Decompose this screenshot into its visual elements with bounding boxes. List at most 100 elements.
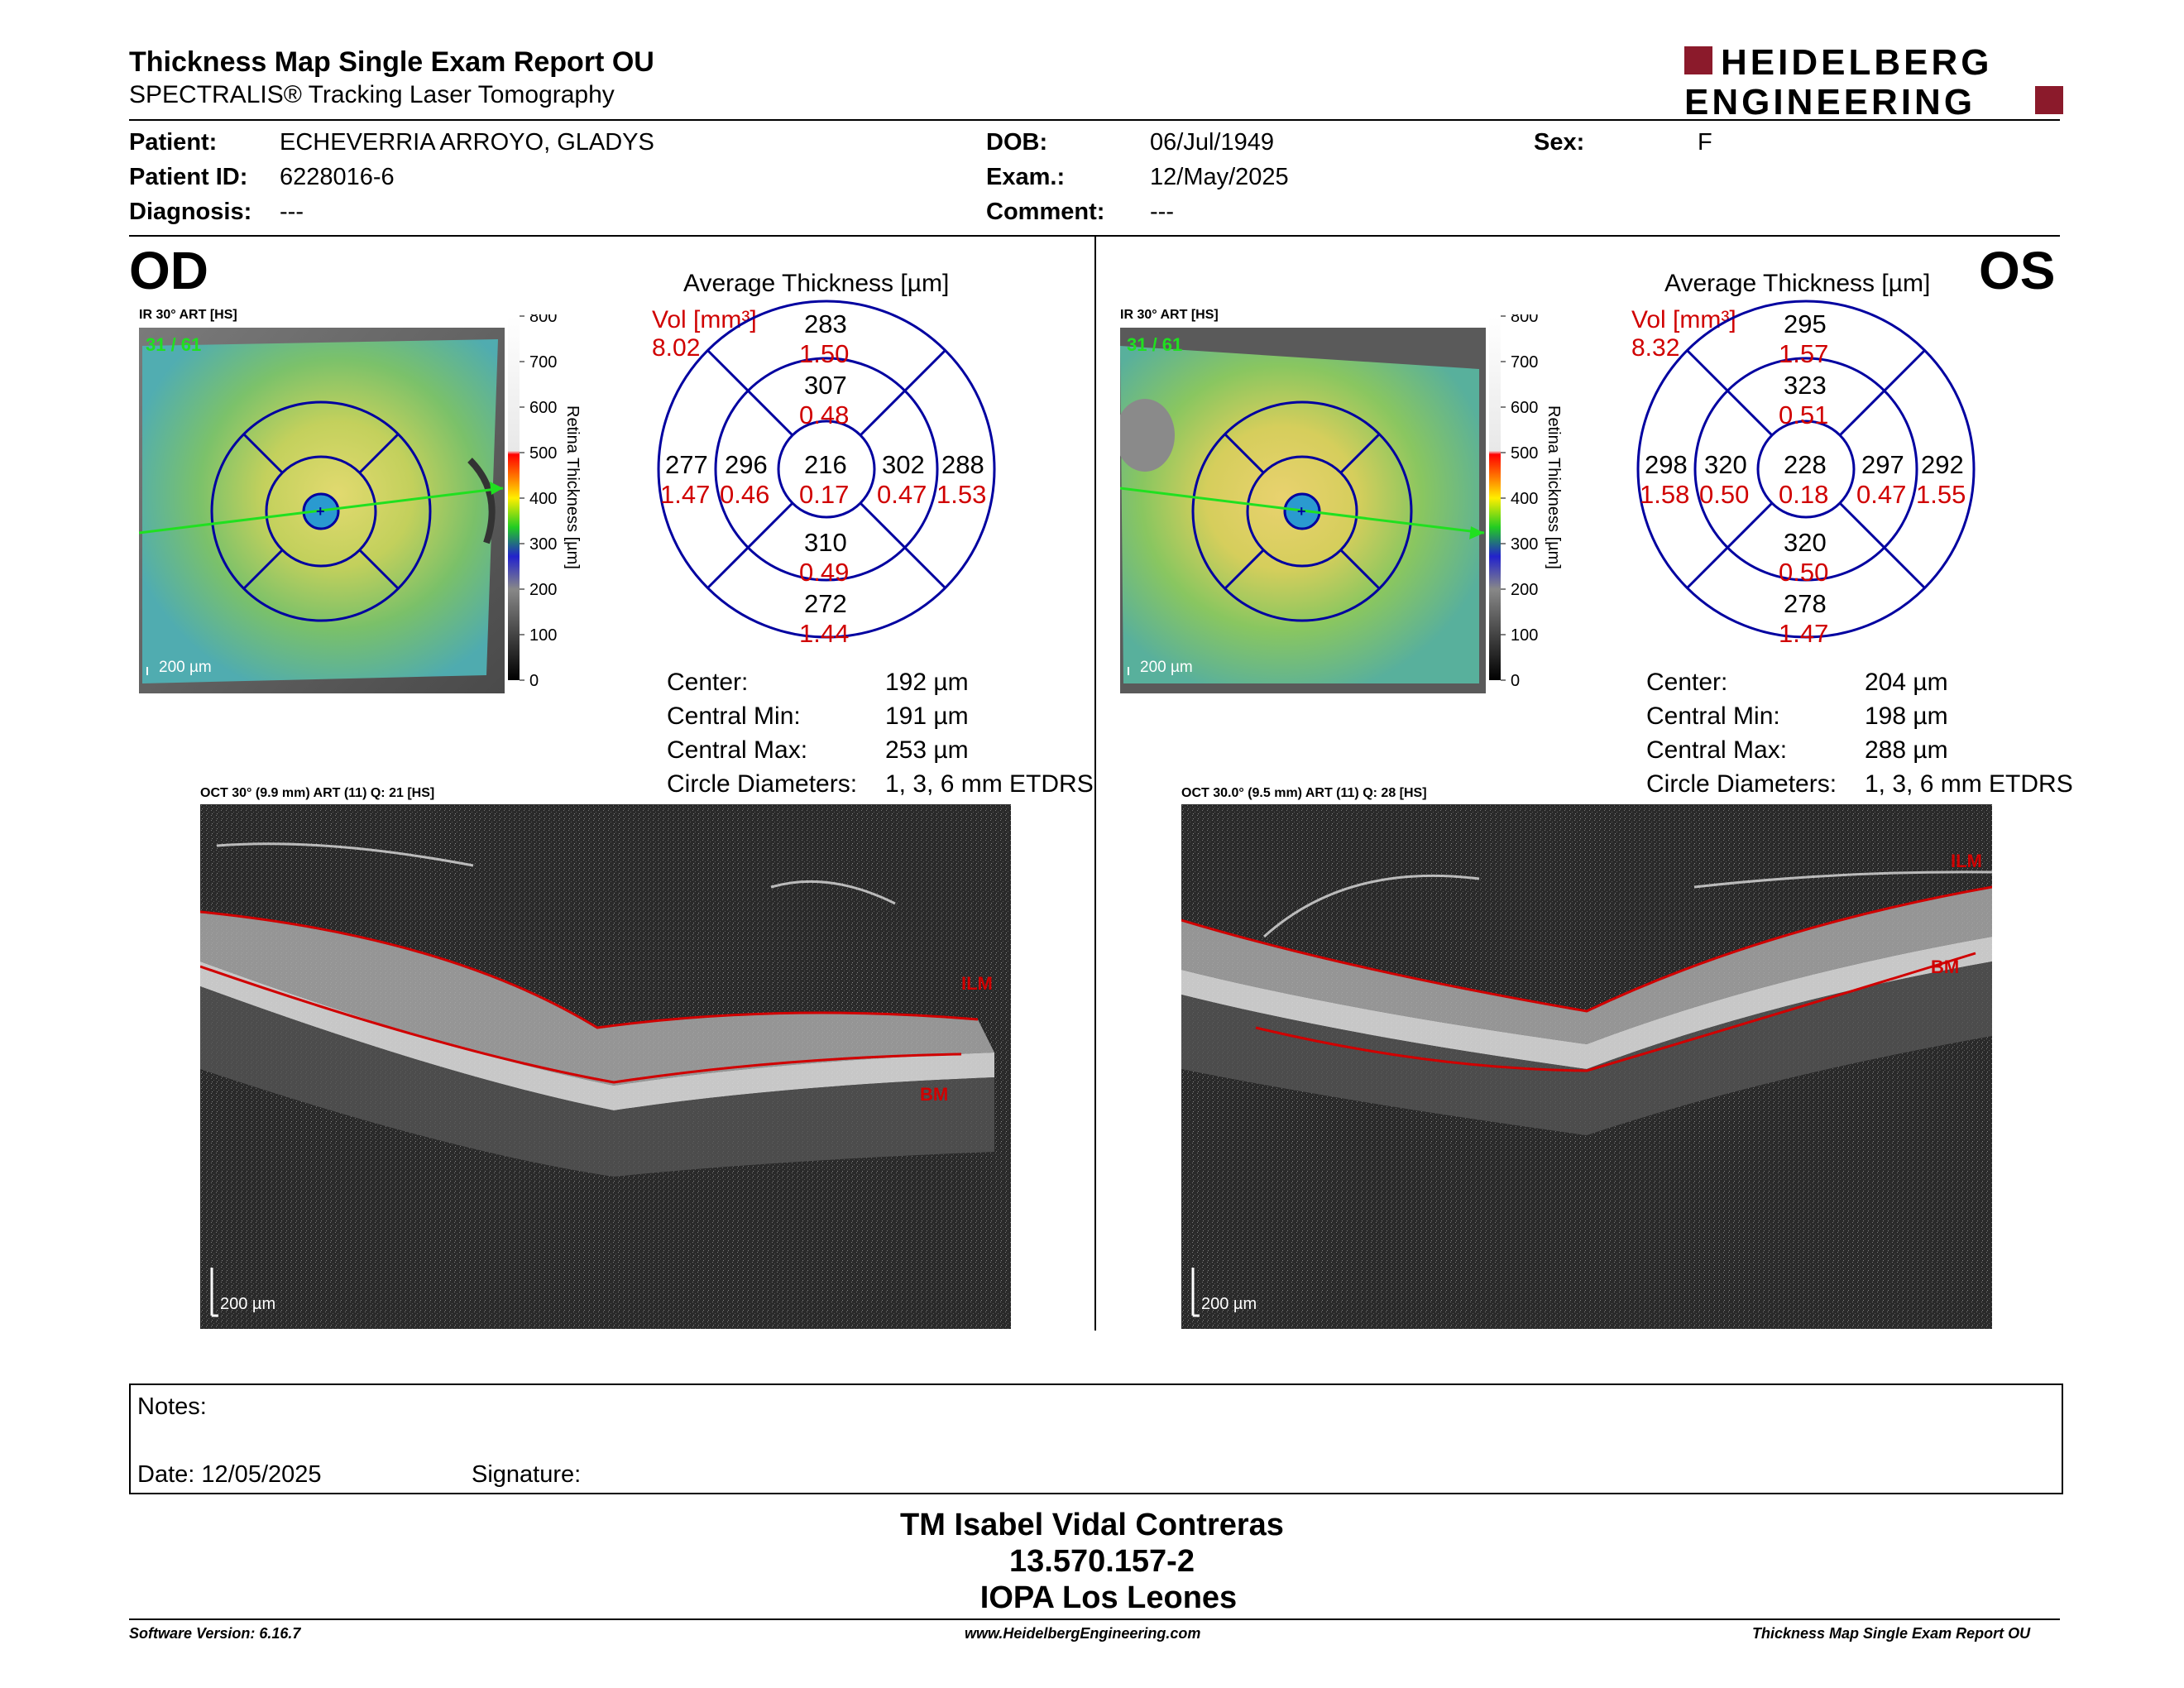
od-avg-title: Average Thickness [µm] [683,270,950,297]
os-etdrs-grid [1636,300,1976,639]
od-inner-top: 307 [804,371,847,400]
notes-signature: Signature: [472,1461,582,1488]
patient-value: ECHEVERRIA ARROYO, GLADYS [280,129,654,156]
os-colorbar: 800 700 600 500 400 300 200 100 0 Retina Thickne… [1489,314,1563,690]
os-oct-bscan: ILM BM 200 µm [1181,804,1992,1329]
signer-name: TM Isabel Vidal Contreras [900,1508,1284,1542]
exam-label: Exam.: [986,164,1066,190]
od-cmax-value: 253 µm [885,736,969,764]
os-cmax-value: 288 µm [1865,736,1948,764]
os-colorbar-tick-label: 300 [1511,535,1538,554]
footer-software: Software Version: 6.16.7 [129,1625,301,1642]
os-colorbar-tick-label: 0 [1511,672,1520,690]
od-inner-bottom: 310 [804,528,847,557]
od-inner-right-vol: 0.47 [877,480,927,509]
os-thickness-map: + 31 / 61 200 µm [1120,328,1486,693]
od-outer-left-vol: 1.47 [660,480,711,509]
od-map-scale: 200 µm [159,659,212,676]
signer-id: 13.570.157-2 [1009,1544,1195,1579]
od-colorbar-tick-label: 600 [529,399,557,417]
od-cmin-value: 191 µm [885,703,969,730]
od-vol-label: Vol [mm³] [652,306,757,333]
eye-divider [1094,237,1096,1331]
od-inner-top-vol: 0.48 [799,400,850,429]
notes-date: Date: 12/05/2025 [137,1461,322,1488]
od-center-label: Center: [667,669,749,696]
os-outer-bottom-vol: 1.47 [1779,619,1829,648]
od-etdrs-grid [657,300,996,639]
od-oct-label: OCT 30° (9.9 mm) ART (11) Q: 21 [HS] [200,786,435,800]
od-colorbar: 800 700 600 500 400 300 200 100 0 Retina Thickne… [508,314,582,690]
os-center-vol: 0.18 [1779,480,1829,509]
os-vol-label: Vol [mm³] [1631,306,1736,333]
os-vol-value: 8.32 [1631,334,1680,362]
od-circle-value: 1, 3, 6 mm ETDRS [885,770,1094,798]
dob-label: DOB: [986,129,1048,156]
os-colorbar-tick-label: 400 [1511,490,1538,508]
os-cmin-value: 198 µm [1865,703,1948,730]
os-inner-bottom-vol: 0.50 [1779,558,1829,587]
od-colorbar-tick-label: 300 [529,535,557,554]
od-cmax-label: Central Max: [667,736,808,764]
os-bm-label: BM [1931,957,1959,977]
od-colorbar-title: Retina Thickness [µm] [563,405,582,569]
os-frame-label: 31 / 61 [1127,334,1182,355]
od-outer-right-vol: 1.53 [936,480,987,509]
logo-line1: HEIDELBERG [1721,43,1992,83]
os-center-label: Center: [1646,669,1728,696]
report-title: Thickness Map Single Exam Report OU [129,46,654,78]
report-subtitle: SPECTRALIS® Tracking Laser Tomography [129,81,615,108]
od-outer-bottom: 272 [804,589,847,618]
od-inner-bottom-vol: 0.49 [799,558,850,587]
os-inner-right-vol: 0.47 [1856,480,1907,509]
os-outer-top-vol: 1.57 [1779,339,1829,368]
od-bm-label: BM [920,1084,948,1105]
footer-website[interactable]: www.HeidelbergEngineering.com [965,1625,1201,1642]
os-center-value: 204 µm [1865,669,1948,696]
os-colorbar-tick-label: 600 [1511,399,1538,417]
diagnosis-label: Diagnosis: [129,199,252,225]
od-circle-label: Circle Diameters: [667,770,858,798]
patient-label: Patient: [129,129,218,156]
od-cmin-label: Central Min: [667,703,801,730]
os-colorbar-title: Retina Thickness [µm] [1545,405,1563,569]
od-outer-right: 288 [941,450,984,479]
os-center: 228 [1784,450,1827,479]
od-ir-label: IR 30° ART [HS] [139,308,237,322]
signer-institution: IOPA Los Leones [979,1580,1238,1615]
os-outer-right: 292 [1921,450,1964,479]
heidelberg-logo: HEIDELBERG ENGINEERING [1684,43,2063,117]
os-colorbar-tick-label: 200 [1511,581,1538,599]
od-etdrs-values: 283 1.50 307 0.48 277 1.47 296 0.46 216 … [655,298,998,648]
od-eye-label: OD [129,241,208,300]
od-oct-bscan: ILM BM 200 µm [200,804,1011,1329]
od-outer-top: 283 [804,309,847,338]
notes-box[interactable]: Notes: Date: 12/05/2025 Signature: [129,1383,2063,1494]
os-inner-left-vol: 0.50 [1699,480,1750,509]
comment-label: Comment: [986,199,1105,225]
od-oct-scale: 200 µm [220,1295,275,1313]
os-eye-label: OS [1979,241,2056,300]
od-outer-bottom-vol: 1.44 [799,619,850,648]
od-outer-top-vol: 1.50 [799,339,850,368]
od-colorbar-tick-label: 500 [529,444,557,463]
od-center: 216 [804,450,847,479]
od-inner-left: 296 [725,450,768,479]
os-avg-title: Average Thickness [µm] [1664,270,1931,297]
os-colorbar-tick-label: 700 [1511,353,1538,372]
od-vol-value: 8.02 [652,334,701,362]
os-inner-top: 323 [1784,371,1827,400]
os-oct-scale: 200 µm [1201,1295,1257,1313]
dob-value: 06/Jul/1949 [1150,129,1274,156]
exam-value: 12/May/2025 [1150,164,1289,190]
os-cmax-label: Central Max: [1646,736,1788,764]
sex-label: Sex: [1534,129,1585,156]
os-inner-left: 320 [1704,450,1747,479]
footer-report: Thickness Map Single Exam Report OU [1752,1625,2031,1642]
patient-id-label: Patient ID: [129,164,248,190]
os-cmin-label: Central Min: [1646,703,1780,730]
os-outer-top: 295 [1784,309,1827,338]
os-colorbar-tick-label: 800 [1511,314,1538,326]
os-ilm-label: ILM [1951,851,1982,871]
od-inner-left-vol: 0.46 [720,480,770,509]
